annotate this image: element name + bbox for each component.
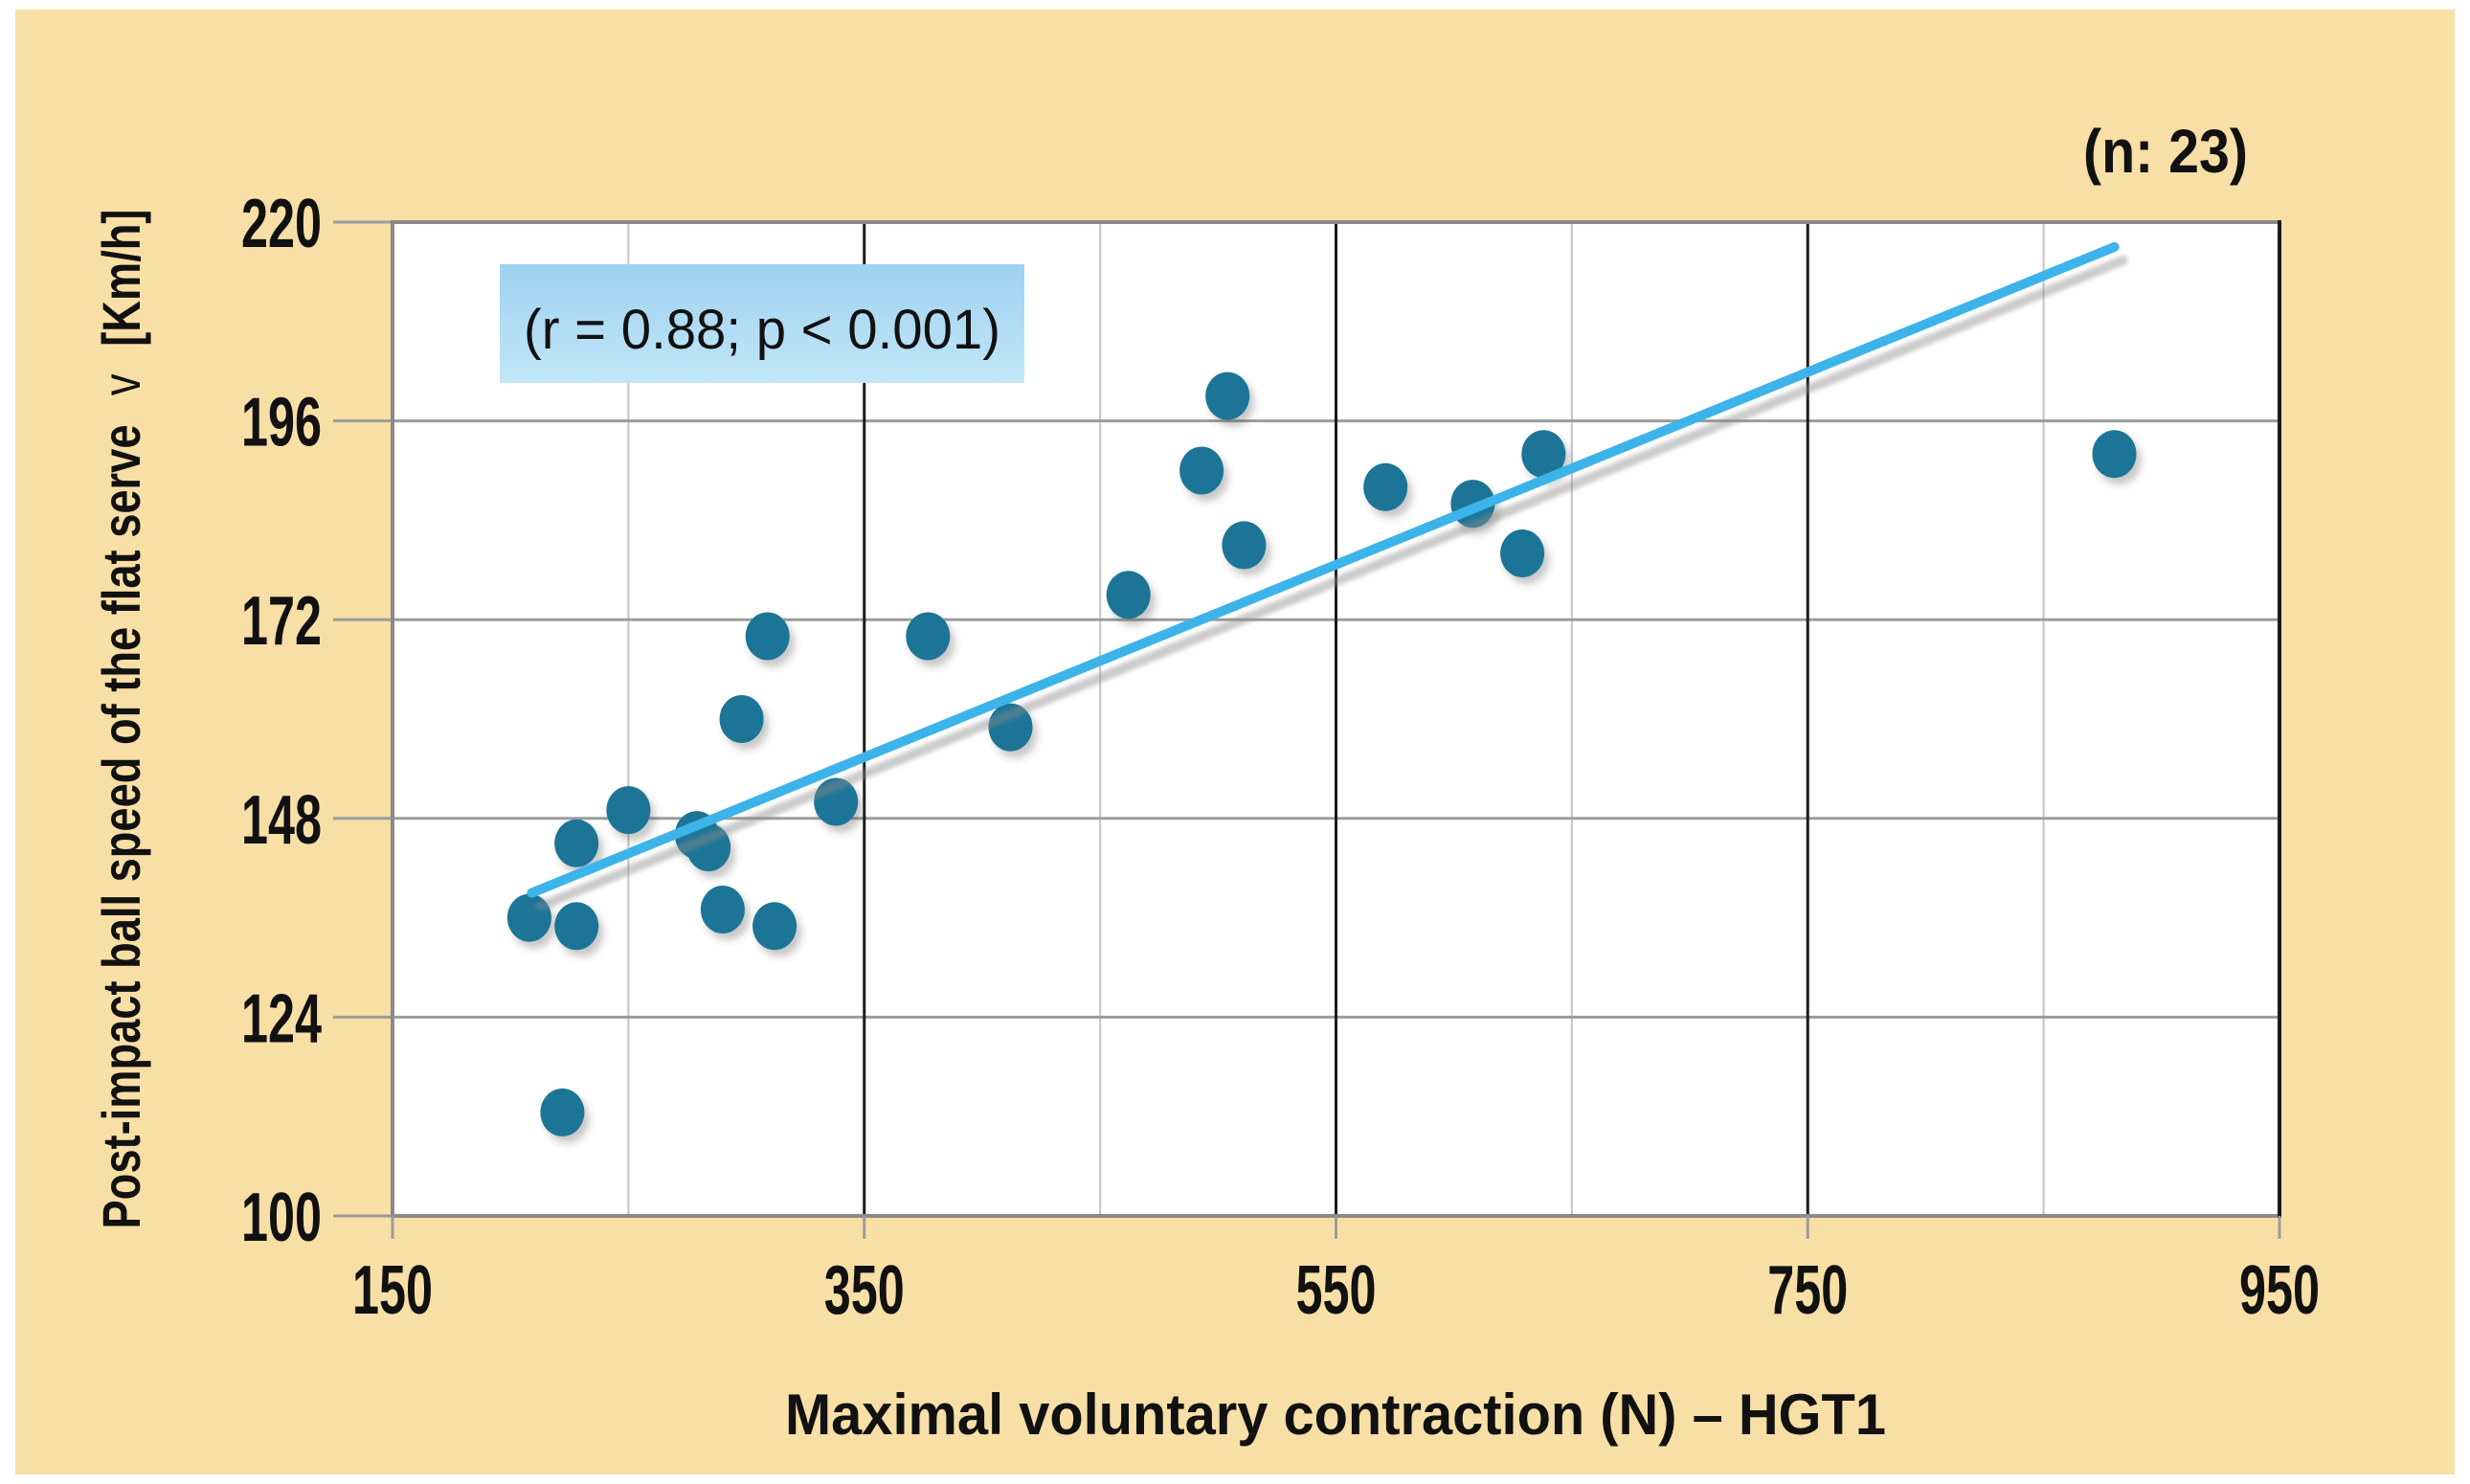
- data-point: [1205, 371, 1250, 420]
- x-tick-label: 550: [1296, 1252, 1377, 1329]
- data-point: [554, 902, 599, 951]
- trend-line: [527, 241, 2120, 898]
- data-point: [1106, 571, 1151, 619]
- data-point: [2092, 430, 2137, 479]
- data-point: [719, 695, 764, 743]
- y-tick-label: 148: [241, 782, 322, 859]
- horizontal-gridlines: [333, 220, 2279, 1218]
- y-tick-label: 124: [241, 980, 322, 1057]
- y-axis-title-main: Post-impact ball speed of the flat serve: [91, 425, 151, 1229]
- data-point: [1222, 521, 1267, 570]
- data-point: [1363, 462, 1408, 511]
- scatter-points: [506, 371, 2137, 1136]
- sample-size-label: (n: 23): [2083, 117, 2248, 186]
- data-point: [1179, 446, 1224, 495]
- y-tick-label: 220: [241, 186, 322, 262]
- x-tick-label: 750: [1767, 1252, 1848, 1329]
- y-tick-label: 172: [241, 583, 322, 660]
- data-point: [700, 886, 745, 933]
- trend-line-group: [527, 241, 2128, 911]
- y-axis-title: Post-impact ball speed of the flat serve…: [91, 210, 151, 1229]
- correlation-annotation-box: [500, 264, 1024, 383]
- x-axis-title: Maximal voluntary contraction (N) – HGT1: [785, 1383, 1886, 1447]
- data-point: [906, 612, 951, 661]
- correlation-annotation-text: (r = 0.88; p < 0.001): [524, 299, 1000, 361]
- y-axis-title-symbol: v: [91, 374, 151, 396]
- data-point: [554, 819, 599, 867]
- y-axis-title-unit: [Km/h]: [91, 210, 151, 347]
- x-tick-label: 350: [824, 1252, 905, 1329]
- trend-line-shadow: [535, 255, 2128, 911]
- x-tick-label: 150: [352, 1252, 433, 1329]
- x-tick-labels: 150 350 550 750 950: [352, 1252, 2320, 1329]
- x-axis-ticks: [391, 1216, 2281, 1239]
- data-point: [752, 902, 797, 951]
- data-point: [1500, 529, 1545, 577]
- y-tick-labels: 100 124 148 172 196 220: [241, 186, 322, 1256]
- data-point: [745, 612, 790, 661]
- x-tick-label: 950: [2239, 1252, 2320, 1329]
- data-point: [540, 1088, 585, 1136]
- y-tick-label: 196: [241, 385, 322, 461]
- minor-vertical-gridlines: [627, 222, 2045, 1216]
- data-point: [1521, 430, 1566, 479]
- data-point: [606, 786, 651, 835]
- y-tick-label: 100: [241, 1180, 322, 1256]
